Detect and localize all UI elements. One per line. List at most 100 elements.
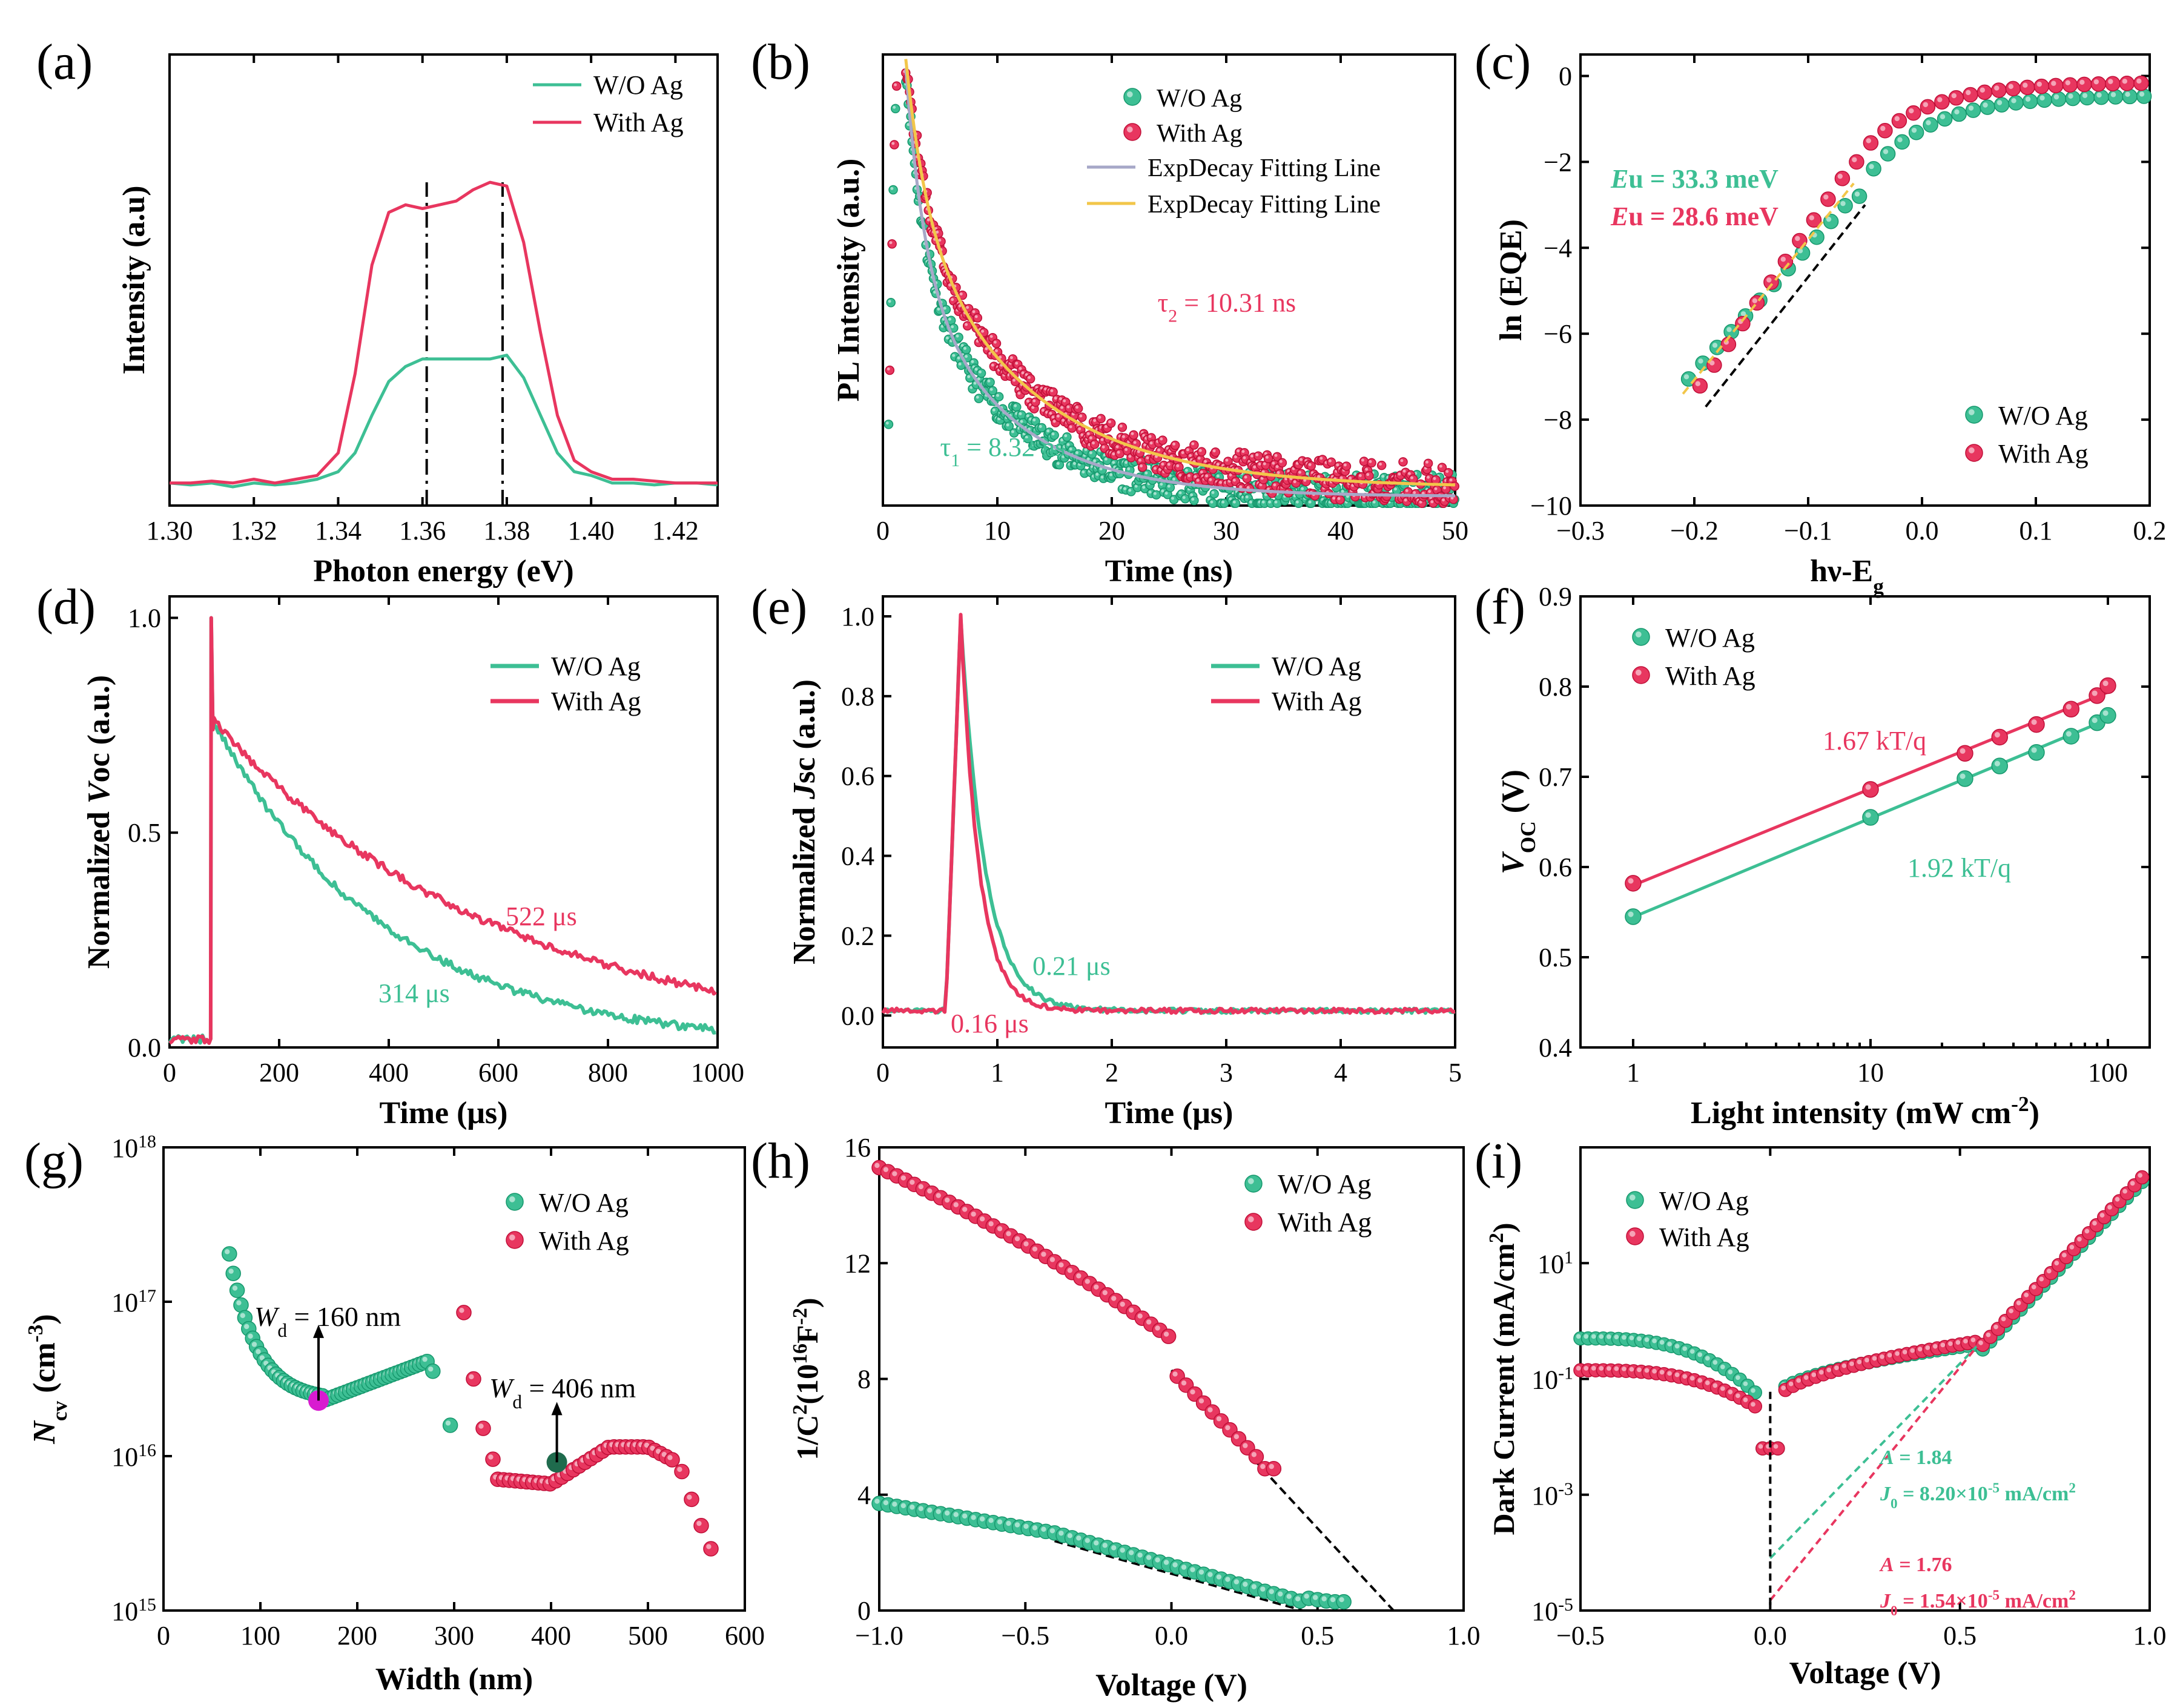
data-point-green-highlight — [2031, 747, 2037, 753]
data-point-red-highlight — [1196, 478, 1200, 482]
data-point-green-highlight — [948, 317, 951, 321]
data-point-green-highlight — [976, 395, 979, 399]
data-point-green-highlight — [1043, 447, 1046, 451]
data-point-red-highlight — [1015, 361, 1019, 365]
text-run: Photon energy (eV) — [313, 554, 573, 589]
data-point-red-highlight — [1994, 731, 2000, 738]
data-point-red-highlight — [910, 1179, 915, 1185]
data-point-red — [2033, 78, 2050, 94]
data-point-green-highlight — [1854, 191, 1860, 197]
plot-frame — [168, 595, 719, 1049]
x-tick-label: 400 — [369, 1058, 409, 1087]
legend-marker — [1123, 88, 1141, 106]
text-run: 0.0 — [841, 1001, 874, 1030]
text-run: u = 33.3 meV — [1628, 164, 1778, 194]
data-point-red-highlight — [1101, 445, 1105, 449]
data-point-green-highlight — [988, 1517, 994, 1523]
data-point-green-highlight — [1075, 451, 1078, 455]
data-point-red-highlight — [1246, 486, 1250, 489]
text-run: Time (μs) — [380, 1096, 508, 1130]
x-tick-label: −0.3 — [1556, 516, 1605, 546]
y-axis-label: Dark Current (mA/cm2) — [1485, 1223, 1521, 1535]
data-point-green-highlight — [1014, 404, 1017, 407]
x-axis-label: Light intensity (mW cm-2) — [1691, 1092, 2039, 1130]
data-point-red-highlight — [1275, 465, 1279, 469]
data-point-red — [703, 1541, 719, 1557]
legend-label: With Ag — [551, 687, 641, 716]
legend-marker — [1965, 444, 1983, 462]
data-point-red-highlight — [1317, 475, 1321, 478]
data-point-green — [1209, 489, 1219, 499]
data-point-green-highlight — [967, 375, 971, 378]
y-axis-label: Intensity (a.u) — [117, 185, 151, 374]
data-point-red-highlight — [2039, 1276, 2044, 1282]
data-point-green-highlight — [1584, 1334, 1589, 1339]
data-point-red-highlight — [1163, 1331, 1169, 1337]
data-point-green-highlight — [987, 379, 991, 383]
data-point-red-highlight — [677, 1466, 682, 1472]
text-run: W/O Ag — [1665, 623, 1755, 653]
data-point-red-highlight — [2016, 1301, 2021, 1305]
data-point-green-highlight — [1225, 1577, 1230, 1582]
legend-label: W/O Ag — [1659, 1186, 1749, 1216]
text-run: 1 — [951, 450, 960, 470]
data-point-green-highlight — [1134, 484, 1138, 488]
data-point — [891, 81, 902, 91]
data-point-green-highlight — [1840, 200, 1846, 206]
data-point-green-highlight — [1865, 812, 1871, 818]
data-point-green-highlight — [1394, 487, 1397, 491]
legend-marker-highlight — [1635, 669, 1642, 676]
text-run: sc (a.u.) — [787, 679, 822, 783]
data-point-red-highlight — [1075, 406, 1078, 409]
data-point-red-highlight — [1796, 1378, 1802, 1383]
data-point-red-highlight — [1809, 215, 1814, 220]
data-point-red-highlight — [1811, 1372, 1817, 1377]
data-point-red — [2099, 677, 2116, 694]
data-point-red — [1025, 374, 1035, 384]
data-point-red-highlight — [1128, 1307, 1134, 1313]
x-tick-label: 0 — [876, 1058, 890, 1087]
data-point-green-highlight — [1041, 1526, 1046, 1532]
data-point-red-highlight — [1667, 1371, 1672, 1376]
data-point-red — [2048, 77, 2064, 94]
data-point-red-highlight — [1167, 463, 1171, 466]
text-run: = 1.84 — [1894, 1446, 1952, 1469]
data-point-red-highlight — [1872, 1356, 1877, 1361]
data-point-red-highlight — [1273, 483, 1276, 487]
text-run: 1.32 — [231, 516, 277, 546]
data-point-red-highlight — [1637, 1367, 1642, 1373]
data-point-red-highlight — [1059, 397, 1062, 401]
x-tick-label: −0.5 — [1556, 1621, 1605, 1650]
y-tick-label: 0 — [857, 1596, 871, 1626]
data-point-green — [1837, 198, 1853, 214]
data-point-red-highlight — [1834, 1365, 1839, 1370]
y-tick-label: 8 — [857, 1365, 871, 1394]
text-run: 2 — [1105, 1058, 1118, 1087]
data-point-red-highlight — [1066, 405, 1070, 409]
series-line-green — [881, 616, 1456, 1015]
data-point-red-highlight — [1063, 399, 1066, 403]
data-point-green-highlight — [1994, 760, 2000, 767]
data-point-red-highlight — [1339, 476, 1343, 480]
legend-label: With Ag — [1157, 120, 1243, 148]
data-point-red-highlight — [1628, 878, 1634, 884]
data-point-red-highlight — [1766, 277, 1772, 283]
data-point-red — [1096, 414, 1106, 424]
text-run: 1.36 — [399, 516, 446, 546]
fit-line-gray — [904, 68, 1456, 498]
text-run: −0.2 — [1670, 516, 1719, 546]
urbach-fit-line — [1682, 182, 1855, 395]
data-point-red-highlight — [1966, 90, 1971, 96]
text-run: 40 — [1327, 516, 1354, 546]
data-point-red-highlight — [2066, 704, 2072, 710]
data-point-red-highlight — [936, 1193, 941, 1198]
ideality-annotation-green: A = 1.84 — [1879, 1446, 1952, 1469]
data-point-green-highlight — [1123, 487, 1126, 490]
data-point-red-highlight — [1049, 412, 1052, 415]
panel-label: (c) — [1475, 34, 1531, 90]
text-run: Normalized — [787, 799, 822, 964]
series-line-red — [881, 613, 1456, 1015]
data-point-green-highlight — [992, 408, 996, 412]
data-point-red-highlight — [1818, 1370, 1824, 1375]
data-point-green-highlight — [1112, 461, 1115, 464]
